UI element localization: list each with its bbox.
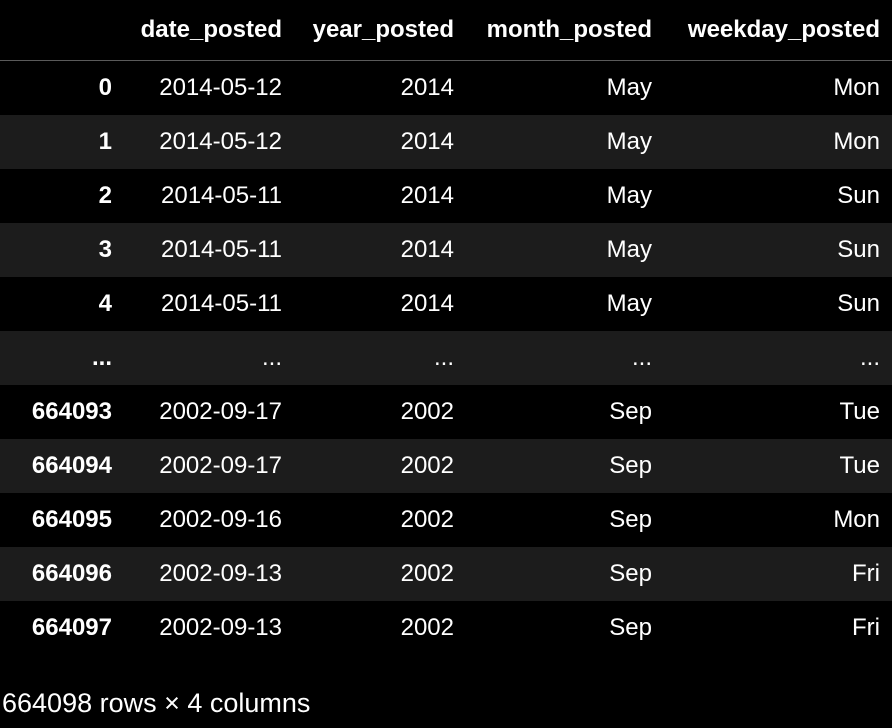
cell-month-posted: Sep — [609, 451, 652, 479]
cell-weekday-posted: Tue — [839, 397, 880, 425]
cell-year-posted: 2014 — [400, 235, 454, 263]
cell-month-posted: Sep — [609, 397, 652, 425]
cell-month-posted: Sep — [609, 505, 652, 533]
dataframe-output: date_posted year_posted month_posted wee… — [0, 0, 892, 655]
table-row: 664097 2002-09-13 2002 Sep Fri — [0, 600, 892, 655]
cell-date-posted: 2002-09-17 — [159, 397, 282, 425]
cell-year-posted: 2014 — [400, 181, 454, 209]
table-row: 3 2014-05-11 2014 May Sun — [0, 222, 892, 277]
cell-year-posted: ... — [433, 343, 454, 371]
cell-weekday-posted: Sun — [837, 235, 880, 263]
cell-date-posted: 2002-09-16 — [159, 505, 282, 533]
row-index: 1 — [98, 127, 112, 155]
cell-year-posted: 2002 — [400, 451, 454, 479]
cell-weekday-posted: Mon — [833, 505, 880, 533]
row-index: 3 — [98, 235, 112, 263]
cell-month-posted: May — [606, 127, 652, 155]
table-row: 664095 2002-09-16 2002 Sep Mon — [0, 492, 892, 547]
row-index: 664093 — [31, 397, 112, 425]
row-index: 2 — [98, 181, 112, 209]
column-header-year-posted: year_posted — [294, 0, 466, 61]
table-row: 1 2014-05-12 2014 May Mon — [0, 114, 892, 169]
cell-month-posted: May — [606, 235, 652, 263]
dataframe-table: date_posted year_posted month_posted wee… — [0, 0, 892, 655]
column-header-month-posted: month_posted — [466, 0, 664, 61]
cell-month-posted: Sep — [609, 559, 652, 587]
cell-date-posted: 2002-09-13 — [159, 559, 282, 587]
cell-weekday-posted: Sun — [837, 289, 880, 317]
cell-date-posted: ... — [261, 343, 282, 371]
cell-month-posted: May — [606, 289, 652, 317]
table-row: 4 2014-05-11 2014 May Sun — [0, 276, 892, 331]
header-index-corner — [0, 0, 122, 61]
table-row: 664093 2002-09-17 2002 Sep Tue — [0, 384, 892, 439]
cell-month-posted: ... — [631, 343, 652, 371]
header-row: date_posted year_posted month_posted wee… — [0, 0, 892, 61]
cell-weekday-posted: Mon — [833, 127, 880, 155]
cell-year-posted: 2014 — [400, 289, 454, 317]
column-header-weekday-posted: weekday_posted — [664, 0, 892, 61]
cell-year-posted: 2002 — [400, 397, 454, 425]
cell-weekday-posted: Fri — [852, 613, 880, 641]
cell-month-posted: May — [606, 73, 652, 101]
row-index: 664094 — [31, 451, 112, 479]
ellipsis-row: ... ... ... ... ... — [0, 330, 892, 385]
cell-month-posted: May — [606, 181, 652, 209]
row-index: 664096 — [31, 559, 112, 587]
row-index: 0 — [98, 73, 112, 101]
cell-date-posted: 2014-05-11 — [161, 289, 282, 317]
cell-year-posted: 2014 — [400, 127, 454, 155]
column-header-date-posted: date_posted — [122, 0, 294, 61]
dataframe-shape-caption: 664098 rows × 4 columns — [2, 688, 311, 718]
cell-date-posted: 2002-09-17 — [159, 451, 282, 479]
cell-date-posted: 2014-05-11 — [161, 181, 282, 209]
cell-year-posted: 2002 — [400, 559, 454, 587]
cell-date-posted: 2014-05-12 — [159, 127, 282, 155]
table-row: 664094 2002-09-17 2002 Sep Tue — [0, 438, 892, 493]
cell-year-posted: 2014 — [400, 73, 454, 101]
cell-year-posted: 2002 — [400, 613, 454, 641]
row-index: 4 — [98, 289, 112, 317]
cell-weekday-posted: Mon — [833, 73, 880, 101]
cell-date-posted: 2014-05-12 — [159, 73, 282, 101]
table-body: 0 2014-05-12 2014 May Mon 1 2014-05-12 2… — [0, 60, 892, 655]
cell-date-posted: 2014-05-11 — [161, 235, 282, 263]
cell-weekday-posted: Tue — [839, 451, 880, 479]
table-row: 664096 2002-09-13 2002 Sep Fri — [0, 546, 892, 601]
row-index: 664097 — [31, 613, 112, 641]
cell-date-posted: 2002-09-13 — [159, 613, 282, 641]
cell-weekday-posted: Sun — [837, 181, 880, 209]
table-row: 0 2014-05-12 2014 May Mon — [0, 60, 892, 115]
row-index: ... — [91, 343, 112, 371]
cell-weekday-posted: Fri — [852, 559, 880, 587]
cell-month-posted: Sep — [609, 613, 652, 641]
cell-year-posted: 2002 — [400, 505, 454, 533]
row-index: 664095 — [31, 505, 112, 533]
table-row: 2 2014-05-11 2014 May Sun — [0, 168, 892, 223]
cell-weekday-posted: ... — [859, 343, 880, 371]
table-header: date_posted year_posted month_posted wee… — [0, 0, 892, 61]
